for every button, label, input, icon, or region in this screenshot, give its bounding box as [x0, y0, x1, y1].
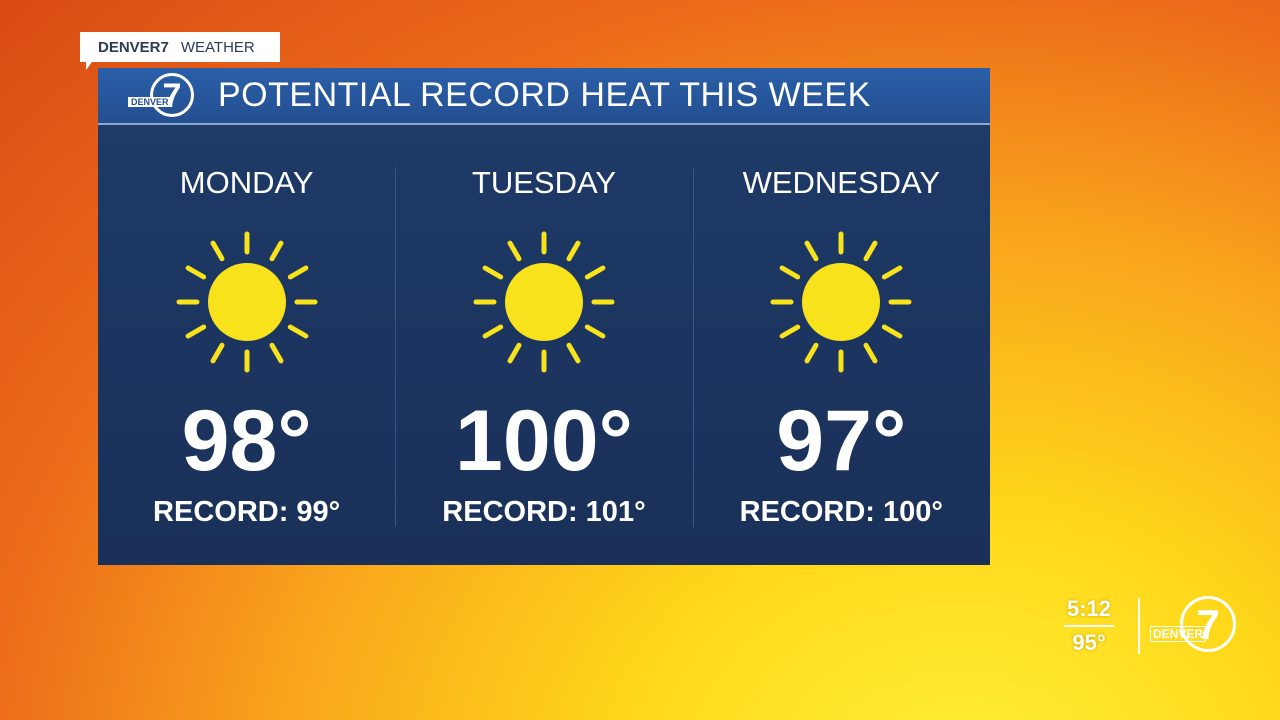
- record-temp: RECORD: 100°: [739, 496, 943, 528]
- denver7-bug-logo: 7 DENVER: [1150, 596, 1250, 656]
- record-temp: RECORD: 99°: [153, 496, 341, 528]
- sun-icon: [770, 231, 912, 373]
- day-column: WEDNESDAY 97° RECORD: 100°: [692, 125, 990, 563]
- current-time: 5:12: [1066, 596, 1112, 621]
- brand-label: DENVER7: [98, 38, 169, 56]
- day-column: TUESDAY 100° RECORD: 101°: [395, 125, 692, 563]
- record-temp: RECORD: 101°: [442, 496, 646, 528]
- sun-icon: [473, 231, 615, 373]
- panel-header: 7 DENVER POTENTIAL RECORD HEAT THIS WEEK: [98, 68, 990, 125]
- denver7-logo: 7 DENVER: [98, 67, 218, 124]
- forecast-temp: 97°: [776, 393, 907, 489]
- day-name: TUESDAY: [471, 165, 617, 200]
- day-name: WEDNESDAY: [742, 165, 941, 200]
- forecast-temp: 98°: [181, 393, 312, 489]
- time-temp-bug: 5:12 95°: [1064, 596, 1114, 656]
- day-name: MONDAY: [179, 165, 314, 200]
- page-title: POTENTIAL RECORD HEAT THIS WEEK: [218, 76, 871, 114]
- logo-text: DENVER: [128, 97, 172, 107]
- day-column: MONDAY 98° RECORD: 99°: [98, 125, 395, 563]
- logo-number: 7: [150, 73, 194, 117]
- denver7-weather-tag: DENVER7 WEATHER: [80, 32, 280, 70]
- section-label: WEATHER: [180, 38, 255, 56]
- logo-text: DENVER: [1150, 626, 1207, 642]
- divider: [1138, 598, 1140, 654]
- forecast-panel: 7 DENVER POTENTIAL RECORD HEAT THIS WEEK…: [98, 68, 990, 565]
- logo-number: 7: [1180, 596, 1236, 652]
- sun-icon: [176, 231, 318, 373]
- current-temp: 95°: [1072, 630, 1106, 655]
- divider: [1064, 625, 1114, 627]
- forecast-temp: 100°: [455, 393, 633, 489]
